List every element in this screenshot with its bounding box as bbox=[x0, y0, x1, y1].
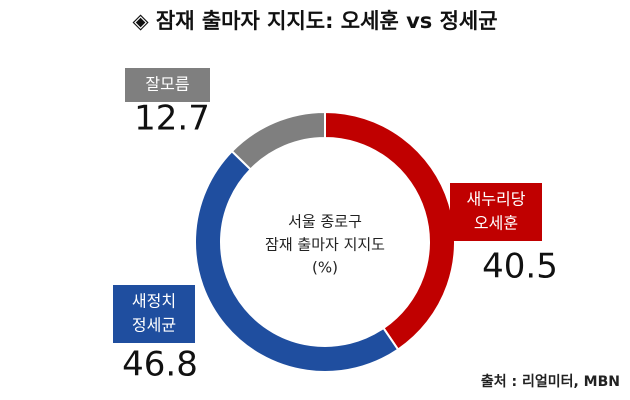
category-label: 정세균 bbox=[132, 316, 176, 335]
label-box bbox=[113, 285, 195, 343]
chart-title: ◈ 잠재 출마자 지지도: 오세훈 vs 정세균 bbox=[132, 9, 497, 33]
category-label: 잘모름 bbox=[145, 75, 189, 94]
source: 출처 : 리얼미터, MBN bbox=[481, 373, 620, 390]
center-label: 잠재 출마자 지지도 bbox=[265, 236, 385, 254]
category-label: 새정치 bbox=[132, 292, 176, 311]
value-label: 40.5 bbox=[482, 247, 558, 287]
value-label: 46.8 bbox=[122, 345, 198, 385]
category-label: 오세훈 bbox=[474, 214, 518, 233]
donut-segment bbox=[324, 110, 456, 351]
label-box bbox=[450, 183, 542, 241]
donut-segment bbox=[194, 149, 400, 373]
category-label: 새누리당 bbox=[467, 190, 526, 209]
value-label: 12.7 bbox=[134, 99, 210, 139]
center-label: (%) bbox=[312, 259, 338, 277]
donut-segment bbox=[230, 110, 326, 171]
center-label: 서울 종로구 bbox=[288, 213, 362, 231]
label-box bbox=[125, 68, 210, 102]
